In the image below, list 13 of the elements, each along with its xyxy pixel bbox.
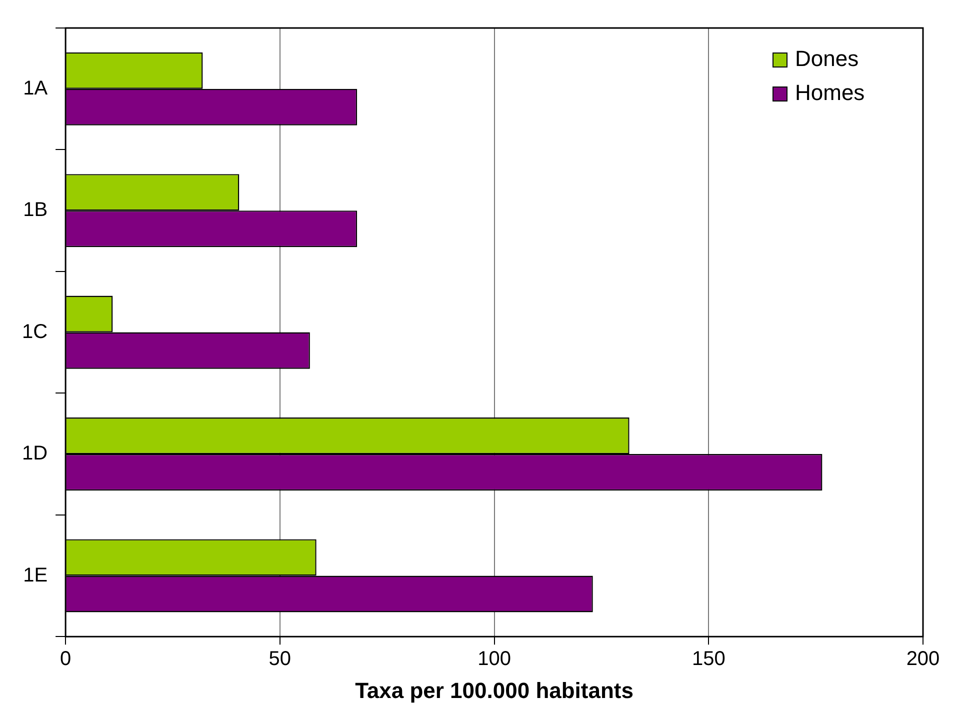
legend-label: Homes <box>795 80 865 106</box>
x-tick-label: 50 <box>268 648 292 670</box>
y-tick-label: 1D <box>22 442 48 465</box>
y-tick-label: 1B <box>23 199 48 222</box>
y-tick-label: 1A <box>23 77 48 100</box>
x-tick-label: 200 <box>906 648 940 670</box>
x-axis-title: Taxa per 100.000 habitants <box>355 678 634 703</box>
x-tick-label: 100 <box>478 648 511 670</box>
y-tick-label: 1C <box>22 320 48 343</box>
y-tick-label: 1E <box>23 564 48 586</box>
x-tick-label: 150 <box>692 648 726 670</box>
x-tick-label: 0 <box>60 648 72 670</box>
legend-label: Dones <box>795 46 859 72</box>
